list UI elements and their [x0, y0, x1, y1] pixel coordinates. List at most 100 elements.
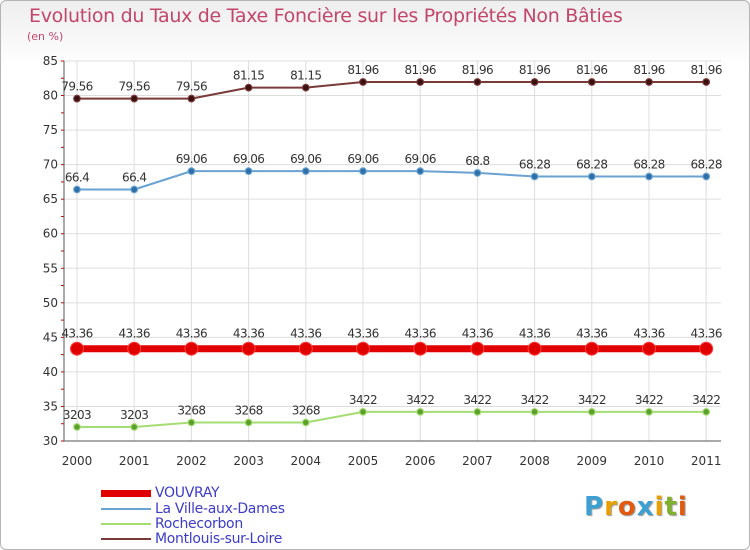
x-tick-label: 2006 [405, 454, 436, 468]
y-tick-label: 85 [43, 54, 58, 68]
data-point-rochecorbon [416, 407, 425, 416]
data-point-vouvray [584, 341, 599, 356]
x-tick-label: 2007 [462, 454, 493, 468]
data-point-la-ville-aux-dames [301, 167, 310, 176]
data-point-vouvray [184, 341, 199, 356]
data-point-rochecorbon [530, 407, 539, 416]
x-tick-label: 2011 [691, 454, 722, 468]
data-point-vouvray [127, 341, 142, 356]
data-point-vouvray [298, 341, 313, 356]
data-label-rochecorbon: 3422 [635, 393, 663, 407]
data-point-rochecorbon [702, 407, 711, 416]
series-line-montlouis-sur-loire [77, 81, 707, 100]
data-point-vouvray [470, 341, 485, 356]
data-label-montlouis-sur-loire: 81.96 [347, 63, 378, 77]
data-label-vouvray: 43.36 [61, 327, 92, 341]
data-point-montlouis-sur-loire [359, 78, 367, 86]
x-tick-label: 2003 [233, 454, 264, 468]
data-label-vouvray: 43.36 [176, 327, 207, 341]
logo-letter: i [677, 492, 688, 522]
proxiti-logo: Proxiti [584, 492, 688, 522]
plot-area [64, 61, 721, 441]
data-point-la-ville-aux-dames [702, 172, 711, 181]
data-label-la-ville-aux-dames: 69.06 [347, 152, 378, 166]
data-point-montlouis-sur-loire [530, 78, 539, 86]
data-point-rochecorbon [587, 407, 596, 416]
data-label-rochecorbon: 3422 [521, 393, 549, 407]
data-point-la-ville-aux-dames [473, 169, 482, 177]
data-label-montlouis-sur-loire: 81.96 [519, 63, 550, 77]
x-tick-label: 2000 [62, 454, 93, 468]
data-point-rochecorbon [73, 423, 81, 431]
data-point-vouvray [356, 341, 370, 356]
data-label-vouvray: 43.36 [290, 327, 321, 341]
data-point-la-ville-aux-dames [187, 167, 196, 176]
data-point-la-ville-aux-dames [645, 172, 653, 181]
x-tick-label: 2005 [348, 454, 379, 468]
data-label-la-ville-aux-dames: 69.06 [290, 152, 321, 166]
series-line-rochecorbon [77, 410, 707, 428]
data-point-vouvray [527, 341, 542, 356]
data-point-montlouis-sur-loire [130, 94, 139, 103]
data-point-la-ville-aux-dames [359, 167, 367, 176]
data-label-montlouis-sur-loire: 81.15 [233, 69, 264, 83]
data-label-montlouis-sur-loire: 81.15 [290, 69, 321, 83]
data-label-vouvray: 43.36 [462, 327, 493, 341]
legend-item-vouvray: VOUVRAY [101, 485, 220, 501]
y-tick-label: 55 [43, 261, 58, 275]
logo-letter: o [617, 492, 637, 522]
data-label-rochecorbon: 3203 [63, 408, 91, 422]
data-label-la-ville-aux-dames: 68.28 [633, 158, 664, 172]
data-point-montlouis-sur-loire [702, 78, 711, 86]
chart-title: Evolution du Taux de Taxe Foncière sur l… [29, 5, 623, 27]
data-label-rochecorbon: 3422 [692, 393, 720, 407]
data-label-vouvray: 43.36 [233, 327, 264, 341]
data-point-rochecorbon [244, 418, 253, 427]
data-label-rochecorbon: 3422 [349, 393, 377, 407]
data-label-rochecorbon: 3268 [235, 403, 263, 417]
data-point-montlouis-sur-loire [187, 94, 196, 103]
data-point-la-ville-aux-dames [530, 172, 539, 181]
logo-letter: i [654, 492, 665, 522]
data-label-rochecorbon: 3422 [578, 393, 606, 407]
data-label-vouvray: 43.36 [347, 327, 378, 341]
x-tick-label: 2009 [577, 454, 608, 468]
data-label-montlouis-sur-loire: 81.96 [691, 63, 722, 77]
logo-letter: r [604, 492, 618, 522]
data-label-vouvray: 43.36 [119, 327, 150, 341]
logo-letter: P [584, 492, 605, 522]
y-tick-label: 35 [43, 399, 58, 413]
legend-label: La Ville-aux-Dames [155, 501, 285, 517]
x-tick-label: 2008 [519, 454, 550, 468]
data-point-rochecorbon [473, 407, 482, 416]
data-label-la-ville-aux-dames: 66.4 [65, 171, 89, 185]
y-tick-label: 70 [43, 158, 58, 172]
data-label-montlouis-sur-loire: 79.56 [176, 80, 207, 94]
x-tick-label: 2002 [176, 454, 207, 468]
y-tick-label: 45 [43, 330, 58, 344]
data-point-vouvray [699, 341, 714, 356]
data-label-la-ville-aux-dames: 68.28 [691, 158, 722, 172]
data-point-vouvray [413, 341, 428, 356]
legend-label: Rochecorbon [155, 516, 243, 532]
y-tick-label: 60 [43, 227, 58, 241]
legend-item-rochecorbon: Rochecorbon [101, 516, 243, 532]
data-label-la-ville-aux-dames: 68.28 [576, 158, 607, 172]
data-label-montlouis-sur-loire: 81.96 [405, 63, 436, 77]
data-label-la-ville-aux-dames: 69.06 [405, 152, 436, 166]
data-point-montlouis-sur-loire [645, 78, 653, 86]
data-label-rochecorbon: 3422 [463, 393, 491, 407]
data-label-rochecorbon: 3268 [292, 403, 320, 417]
data-label-vouvray: 43.36 [691, 327, 722, 341]
data-label-vouvray: 43.36 [519, 327, 550, 341]
y-tick-label: 40 [43, 365, 58, 379]
data-point-montlouis-sur-loire [73, 94, 81, 103]
data-point-rochecorbon [301, 418, 310, 427]
data-point-montlouis-sur-loire [587, 78, 596, 86]
x-tick-label: 2001 [119, 454, 150, 468]
data-point-la-ville-aux-dames [73, 185, 81, 194]
legend-swatch-la-ville-aux-dames [101, 508, 151, 510]
y-axis-unit-label: (en %) [27, 30, 64, 43]
